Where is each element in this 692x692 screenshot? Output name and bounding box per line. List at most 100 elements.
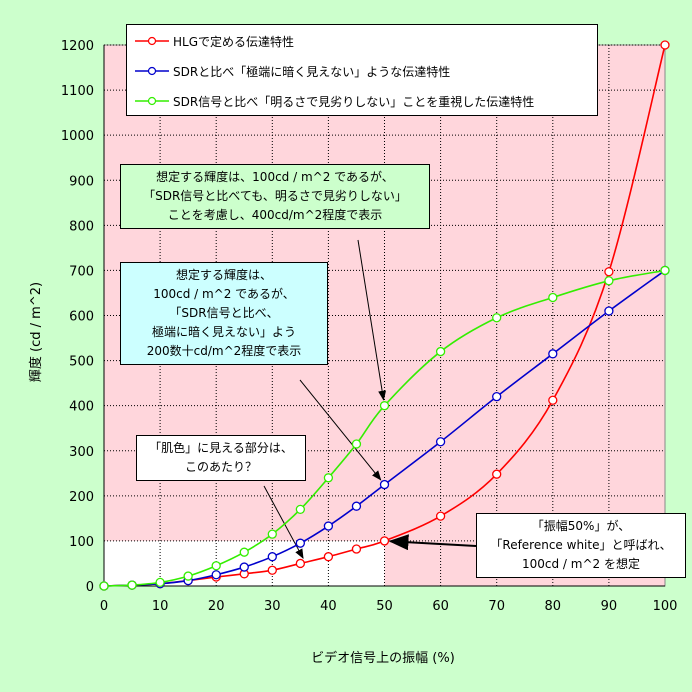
annotation-green: 想定する輝度は、100cd / m^2 であるが、 「SDR信号と比べても、明る… — [120, 164, 430, 229]
x-axis-label: ビデオ信号上の振幅 (%) — [311, 650, 455, 666]
legend-item-green: SDR信号と比べ「明るさで見劣りしない」ことを重視した伝達特性 — [135, 91, 534, 111]
x-tick-label: 30 — [264, 599, 281, 614]
data-point — [379, 401, 390, 411]
series-group — [99, 40, 670, 591]
series-line — [103, 269, 666, 587]
y-axis-label: 輝度 (cd / m^2) — [28, 282, 44, 382]
annotation-arrow — [263, 485, 304, 560]
annotation-ref-line: 100cd / m^2 を想定 — [522, 557, 640, 571]
y-tick-label: 800 — [69, 219, 94, 234]
y-tick-label: 700 — [69, 264, 94, 279]
data-point — [351, 544, 362, 554]
data-point — [323, 521, 334, 531]
y-tick-label: 1200 — [61, 39, 94, 54]
data-point — [548, 349, 558, 359]
annotation-skin-line: このあたり？ — [184, 460, 257, 474]
data-point — [379, 536, 390, 546]
data-point — [127, 580, 137, 590]
data-point — [492, 469, 502, 479]
data-point — [295, 538, 306, 548]
data-point — [267, 565, 277, 575]
data-point — [548, 292, 558, 303]
data-point — [492, 391, 502, 402]
annotation-blue-line: 極端に暗く見えない」よう — [151, 325, 296, 339]
y-tick-label: 100 — [69, 535, 94, 550]
annotation-arrow — [357, 239, 387, 401]
y-tick-label: 400 — [69, 400, 94, 415]
data-point — [267, 529, 277, 539]
data-point — [99, 581, 109, 591]
data-point — [351, 439, 362, 449]
series-line — [103, 269, 666, 587]
y-tick-label: 200 — [69, 490, 94, 505]
data-point — [211, 561, 221, 571]
legend-item-hlg: HLGで定める伝達特性 — [135, 31, 294, 51]
series-2 — [99, 265, 670, 591]
y-tick-label: 900 — [69, 174, 94, 189]
x-tick-label: 60 — [432, 599, 449, 614]
data-point — [492, 313, 502, 323]
data-point — [351, 501, 362, 511]
x-tick-label: 90 — [601, 599, 618, 614]
y-tick-label: 600 — [69, 310, 94, 325]
data-point — [323, 473, 334, 483]
annotation-green-line: 想定する輝度は、100cd / m^2 であるが、 — [156, 170, 394, 184]
data-point — [379, 479, 390, 490]
x-tick-label: 0 — [100, 599, 108, 614]
legend-label-blue: SDRと比べ「極端に暗く見えない」ような伝達特性 — [173, 64, 451, 79]
y-tick-label: 500 — [69, 355, 94, 370]
annotation-blue-line: 想定する輝度は、 — [175, 268, 272, 282]
x-tick-label: 20 — [208, 599, 225, 614]
data-point — [155, 577, 165, 588]
annotation-blue: 想定する輝度は、 100cd / m^2 であるが、 「SDR信号と比べ、 極端… — [120, 262, 328, 365]
data-point — [295, 558, 306, 569]
annotation-green-line: ことを考慮し、400cd/m^2程度で表示 — [167, 208, 383, 222]
data-point — [660, 40, 670, 50]
annotation-skin: 「肌色」に見える部分は、 このあたり？ — [136, 435, 306, 481]
data-point — [435, 511, 446, 521]
y-tick-label: 1000 — [61, 129, 94, 144]
x-tick-label: 100 — [653, 599, 678, 614]
annotation-green-line: 「SDR信号と比べても、明るさで見劣りしない」 — [143, 189, 407, 203]
data-point — [548, 395, 558, 405]
x-tick-label: 40 — [320, 599, 337, 614]
x-tick-label: 10 — [152, 599, 169, 614]
annotation-ref-line: 「振幅50%」が、 — [531, 519, 631, 533]
annotation-blue-line: 200数十cd/m^2程度で表示 — [146, 344, 302, 358]
tick-labels: 0 10 20 30 40 50 60 70 80 90 100010020030040050060… — [61, 39, 678, 614]
annotation-arrow — [299, 379, 382, 481]
annotation-blue-line: 「SDR信号と比べ、 — [169, 306, 279, 320]
data-point — [239, 547, 249, 557]
data-point — [211, 570, 221, 580]
legend-swatch-green — [135, 96, 169, 106]
data-point — [660, 265, 670, 276]
data-point — [604, 267, 614, 277]
y-tick-label: 1100 — [61, 84, 94, 99]
x-tick-label: 80 — [545, 599, 562, 614]
x-tick-label: 70 — [488, 599, 505, 614]
annotation-arrow — [388, 534, 477, 551]
data-point — [239, 562, 249, 572]
data-point — [295, 504, 306, 515]
data-point — [267, 552, 277, 562]
data-point — [435, 346, 446, 357]
legend-swatch-hlg — [135, 36, 169, 46]
data-point — [183, 571, 193, 581]
y-tick-label: 300 — [69, 445, 94, 460]
annotation-ref-line: 「Reference white」と呼ばれ、 — [490, 538, 672, 552]
data-point — [604, 276, 614, 286]
annotation-blue-line: 100cd / m^2 であるが、 — [153, 287, 295, 301]
legend-item-blue: SDRと比べ「極端に暗く見えない」ような伝達特性 — [135, 61, 450, 81]
data-point — [323, 552, 334, 562]
annotation-reference-white: 「振幅50%」が、 「Reference white」と呼ばれ、 100cd /… — [476, 513, 686, 578]
data-point — [604, 306, 614, 316]
annotation-arrows — [263, 239, 477, 560]
y-tick-label: 0 — [86, 580, 94, 595]
annotation-skin-line: 「肌色」に見える部分は、 — [149, 441, 293, 455]
legend-swatch-blue — [135, 66, 169, 76]
legend-label-green: SDR信号と比べ「明るさで見劣りしない」ことを重視した伝達特性 — [173, 94, 535, 109]
data-point — [435, 437, 446, 447]
legend: HLGで定める伝達特性 SDRと比べ「極端に暗く見えない」ような伝達特性 SDR… — [126, 24, 598, 116]
x-tick-label: 50 — [376, 599, 393, 614]
legend-label-hlg: HLGで定める伝達特性 — [173, 34, 295, 49]
